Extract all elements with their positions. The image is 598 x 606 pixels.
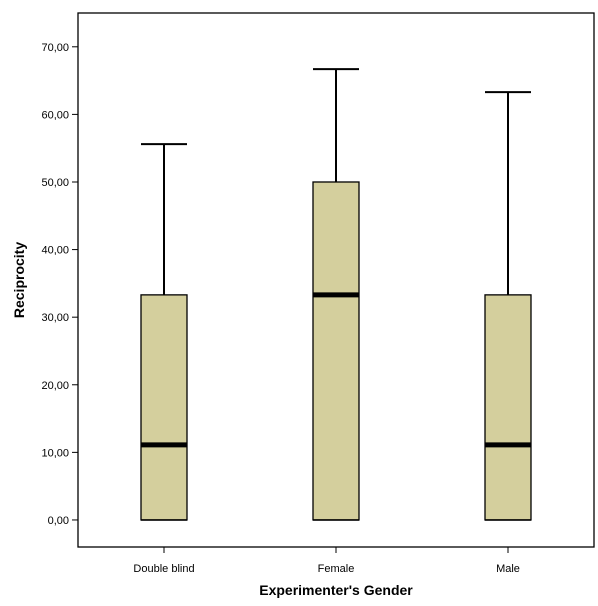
y-tick-label: 20,00: [41, 380, 69, 392]
x-axis: Double blind Female Male: [133, 547, 520, 575]
y-tick-label: 70,00: [41, 42, 69, 54]
x-tick-label: Male: [496, 563, 520, 575]
boxes: [140, 68, 532, 521]
box-group: [312, 68, 360, 521]
y-tick-label: 60,00: [41, 109, 69, 121]
x-tick-label: Double blind: [133, 563, 194, 575]
y-tick-label: 50,00: [41, 177, 69, 189]
y-tick-label: 30,00: [41, 312, 69, 324]
y-axis: 0,00 10,00 20,00 30,00 40,00 50,00 60,00 70,00: [41, 42, 78, 527]
y-tick-label: 10,00: [41, 447, 69, 459]
box-group: [484, 91, 532, 521]
box-iqr: [140, 294, 188, 521]
x-axis-title: Experimenter's Gender: [259, 582, 413, 598]
y-tick-label: 0,00: [48, 515, 69, 527]
y-tick-label: 40,00: [41, 245, 69, 257]
box-iqr: [312, 181, 360, 521]
y-axis-title: Reciprocity: [11, 242, 27, 318]
box-group: [140, 143, 188, 521]
x-tick-label: Female: [318, 563, 355, 575]
box-iqr: [484, 294, 532, 521]
